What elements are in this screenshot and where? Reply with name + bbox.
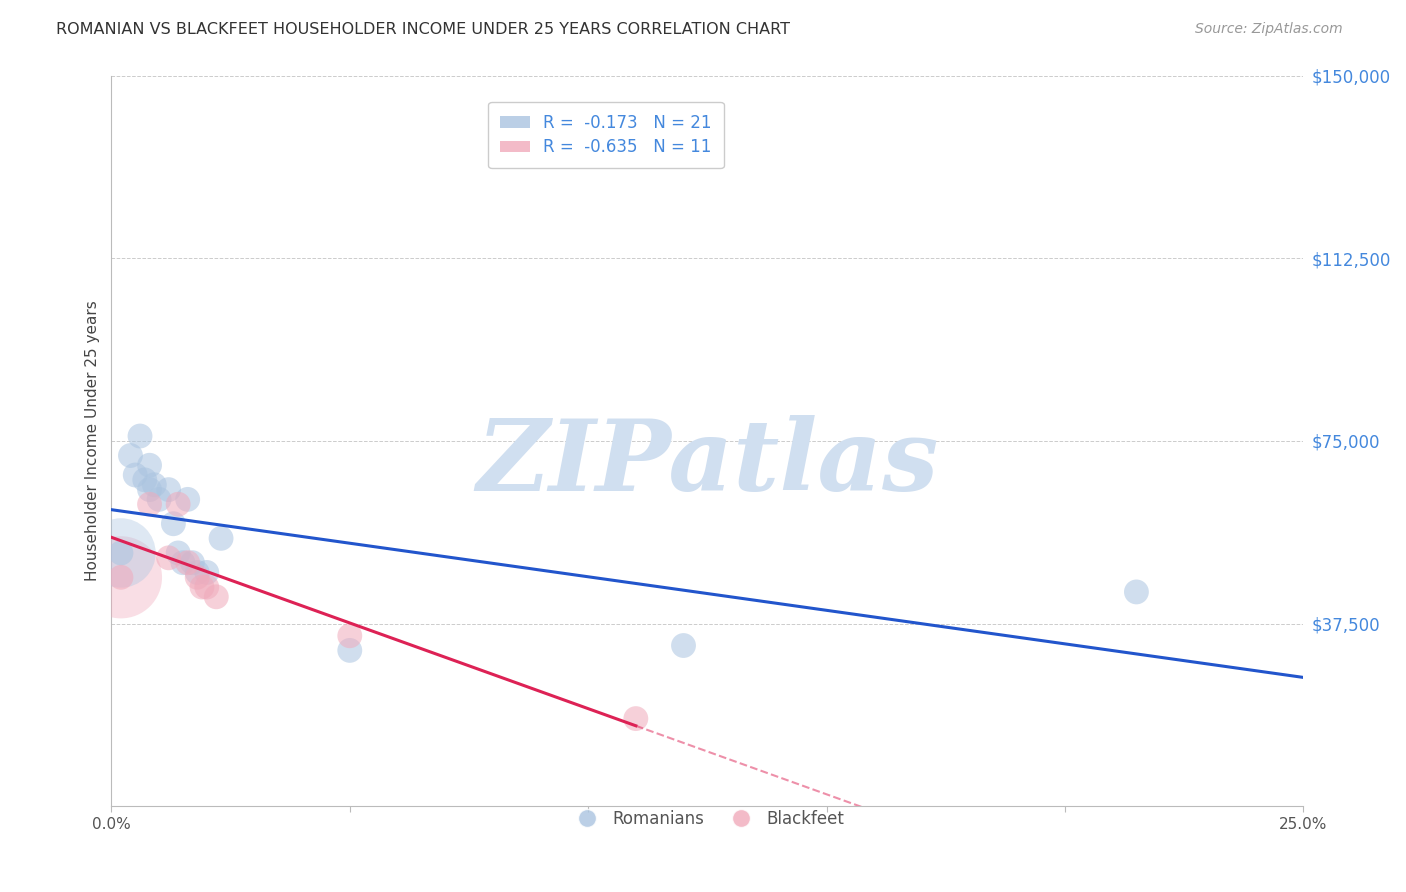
Point: [157, 483, 180, 497]
Point: [138, 458, 160, 473]
Point: [157, 550, 180, 565]
Point: [191, 580, 214, 594]
Point: [167, 546, 190, 560]
Point: [143, 477, 166, 491]
Point: [129, 429, 152, 443]
Point: [110, 570, 132, 584]
Point: [176, 492, 198, 507]
Point: [181, 556, 204, 570]
Point: [138, 497, 160, 511]
Point: [339, 643, 361, 657]
Point: [176, 556, 198, 570]
Point: [120, 449, 142, 463]
Point: [209, 532, 232, 546]
Point: [148, 492, 170, 507]
Point: [195, 566, 218, 580]
Point: [110, 570, 132, 584]
Point: [205, 590, 228, 604]
Point: [172, 556, 194, 570]
Point: [195, 580, 218, 594]
Point: [167, 497, 190, 511]
Point: [110, 546, 132, 560]
Text: ZIPatlas: ZIPatlas: [477, 415, 939, 511]
Point: [110, 546, 132, 560]
Y-axis label: Householder Income Under 25 years: Householder Income Under 25 years: [86, 301, 100, 582]
Point: [672, 639, 695, 653]
Point: [186, 566, 208, 580]
Point: [624, 712, 647, 726]
Point: [138, 483, 160, 497]
Point: [339, 629, 361, 643]
Point: [186, 570, 208, 584]
Text: Source: ZipAtlas.com: Source: ZipAtlas.com: [1195, 22, 1343, 37]
Point: [134, 473, 156, 487]
Point: [1125, 585, 1147, 599]
Point: [124, 468, 146, 483]
Text: ROMANIAN VS BLACKFEET HOUSEHOLDER INCOME UNDER 25 YEARS CORRELATION CHART: ROMANIAN VS BLACKFEET HOUSEHOLDER INCOME…: [56, 22, 790, 37]
Legend: Romanians, Blackfeet: Romanians, Blackfeet: [564, 803, 851, 835]
Point: [162, 516, 184, 531]
